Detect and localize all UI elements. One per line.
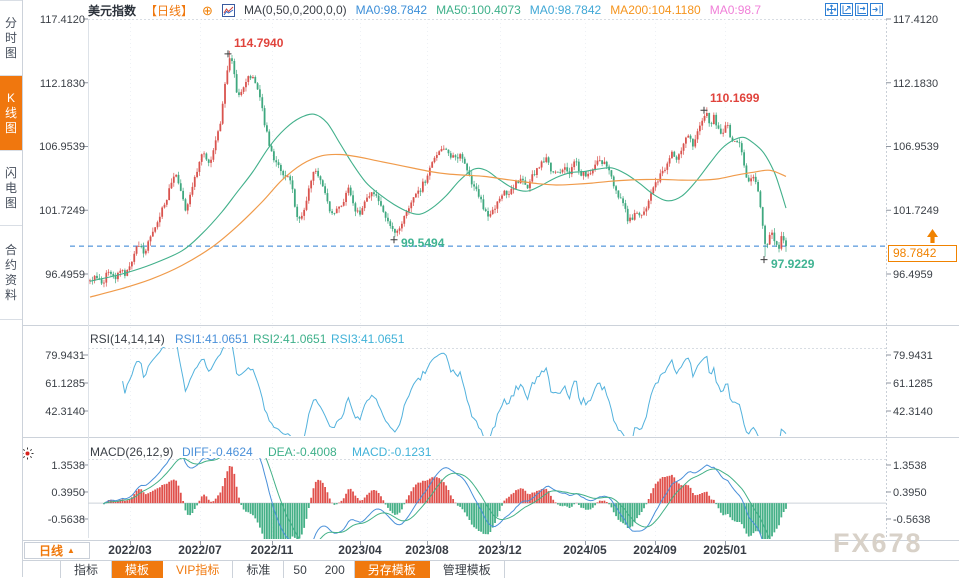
rsi-value-label: RSI3:41.0651 [331, 332, 405, 346]
y-axis-label: 96.4959 [893, 269, 933, 281]
y-axis-label: 117.4120 [40, 14, 85, 26]
manage-template-button[interactable]: 管理模板 [430, 561, 505, 578]
sidebar-tab-contract-info[interactable]: 合约资料 [0, 226, 22, 320]
template-button[interactable]: 模板 [112, 561, 164, 578]
swing-high-annotation: 110.1699 [710, 91, 760, 105]
last-price-tag: 98.7842 [888, 245, 957, 262]
ma-formula: MA(0,50,0,200,0,0) [243, 3, 347, 17]
ma0-value: MA0:98.7842 [355, 3, 428, 17]
macd-axis-label: -0.5638 [48, 514, 85, 526]
x-axis-date-label: 2023/04 [338, 543, 382, 557]
sidebar-tab-label: 合约资料 [4, 242, 17, 302]
period-tag: 【日线】 [145, 3, 194, 18]
pan-tool-icon[interactable] [825, 3, 838, 16]
y-axis-label: 106.9539 [893, 141, 939, 153]
go-to-latest-icon[interactable] [870, 3, 883, 16]
indicators-button[interactable]: 指标 [61, 561, 113, 578]
x-axis-date-label: 2022/07 [178, 543, 222, 557]
grid-lines [22, 18, 959, 545]
y-axis-label: 112.1830 [40, 78, 85, 90]
scroll-to-latest-arrow-icon[interactable] [926, 229, 939, 244]
x-axis-date-label: 2022/03 [108, 543, 152, 557]
y-axis-label: 106.9539 [39, 141, 85, 153]
macd-value-label: MACD:-0.1231 [352, 445, 432, 459]
x-axis-date-label: 2024/09 [633, 543, 677, 557]
sidebar-tab-label: 闪电图 [4, 165, 17, 210]
left-sidebar: 分时图 K线图 闪电图 合约资料 [0, 0, 23, 577]
ma0c-value: MA0:98.7 [709, 3, 762, 17]
add-indicator-icon[interactable]: ⊕ [202, 2, 213, 18]
y-axis-label: 96.4959 [45, 269, 85, 281]
macd-axis-label: -0.5638 [893, 514, 930, 526]
ma0b-value: MA0:98.7842 [529, 3, 602, 17]
macd-value-label: DEA:-0.4008 [268, 445, 337, 459]
rsi-axis-label: 42.3140 [893, 406, 933, 418]
moving-average-lines [89, 113, 787, 298]
macd-axis-label: 0.3950 [51, 487, 85, 499]
swing-low-annotation: 97.9229 [771, 257, 815, 271]
rsi-axis-label: 61.1285 [893, 378, 933, 390]
y-axis-label: 101.7249 [893, 205, 939, 217]
candlestick-series [89, 50, 787, 288]
macd-pane-title: MACD(26,12,9) [90, 445, 173, 459]
chart-canvas[interactable]: 117.4120 112.1830 106.9539 101.7249 96.4… [22, 0, 959, 560]
rsi-value-label: RSI2:41.0651 [253, 332, 327, 346]
period-selector-label: 日线 [39, 544, 64, 558]
fit-x-axis-icon[interactable] [855, 3, 868, 16]
rsi-axis-label: 79.9431 [893, 350, 933, 362]
ma50-value: MA50:100.4073 [436, 3, 521, 17]
sidebar-tab-label: 分时图 [4, 15, 17, 60]
vip-indicators-button[interactable]: VIP指标 [163, 561, 234, 578]
y-axis-label: 117.4120 [893, 14, 938, 26]
triangle-up-icon: ▲ [67, 546, 75, 555]
bottom-toolbar: 指标 模板 VIP指标 标准 50 200 另存模板 管理模板 [23, 560, 959, 578]
sidebar-tab-label: K线图 [4, 90, 17, 135]
macd-series [103, 458, 787, 539]
rsi-value-label: RSI1:41.0651 [175, 332, 249, 346]
ma200-value: MA200:104.1180 [610, 3, 701, 17]
save-template-button[interactable]: 另存模板 [354, 561, 430, 578]
rsi-pane-title: RSI(14,14,14) [90, 332, 165, 346]
symbol-name: 美元指数 [88, 3, 137, 18]
x-axis-date-label: 2022/11 [251, 543, 294, 557]
toolbar-spacer [23, 561, 61, 578]
fit-y-axis-icon[interactable] [840, 3, 853, 16]
line-chart-icon[interactable] [221, 3, 235, 17]
macd-value-label: DIFF:-0.4624 [182, 445, 253, 459]
chart-tool-icons [825, 3, 883, 16]
sidebar-tab-timeline-chart[interactable]: 分时图 [0, 0, 22, 76]
macd-axis-label: 0.3950 [893, 487, 927, 499]
x-axis-date-label: 2024/05 [563, 543, 607, 557]
axis-and-labels: 117.4120 112.1830 106.9539 101.7249 96.4… [39, 14, 939, 557]
x-axis-date-label: 2023/12 [478, 543, 522, 557]
period-selector-button[interactable]: 日线 ▲ [24, 542, 90, 559]
swing-low-annotation: 99.5494 [401, 236, 445, 250]
main-chart-header: 美元指数 【日线】 ⊕ MA(0,50,0,200,0,0) MA0:98.78… [88, 2, 761, 18]
swing-high-annotation: 114.7940 [234, 36, 284, 50]
y-axis-label: 112.1830 [893, 78, 938, 90]
standard-button[interactable]: 标准 [233, 561, 285, 578]
ma50-toggle-button[interactable]: 50 [293, 562, 307, 577]
sidebar-tab-flash-chart[interactable]: 闪电图 [0, 151, 22, 226]
sidebar-tab-candlestick-chart[interactable]: K线图 [0, 76, 22, 151]
ma200-toggle-button[interactable]: 200 [316, 561, 355, 578]
macd-axis-label: 1.3538 [893, 460, 927, 472]
rsi-axis-label: 42.3140 [45, 406, 85, 418]
macd-axis-label: 1.3538 [51, 460, 85, 472]
x-axis-date-label: 2023/08 [405, 543, 449, 557]
rsi-line-series [122, 347, 787, 436]
swing-cross-markers [224, 50, 768, 264]
rsi-axis-label: 79.9431 [45, 350, 85, 362]
rsi-axis-label: 61.1285 [45, 378, 85, 390]
y-axis-label: 101.7249 [39, 205, 85, 217]
x-axis-date-label: 2025/01 [703, 543, 747, 557]
